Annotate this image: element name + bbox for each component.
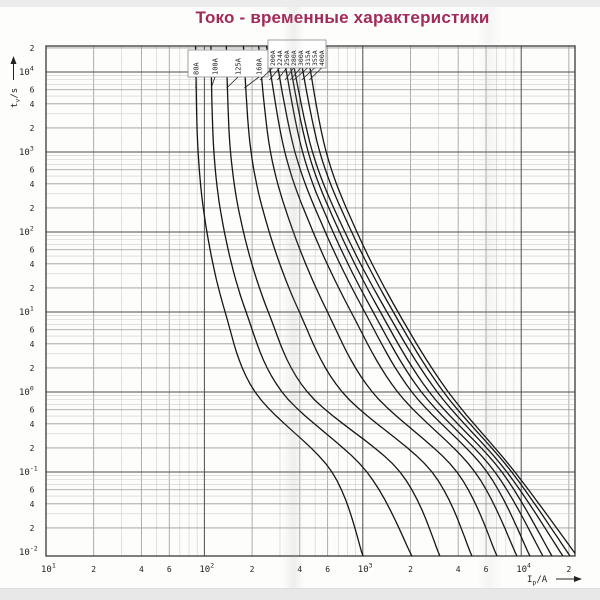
svg-text:4: 4 (139, 565, 144, 574)
svg-text:250A: 250A (283, 50, 291, 66)
svg-text:104: 104 (19, 65, 34, 79)
svg-text:2: 2 (30, 204, 35, 213)
svg-text:102: 102 (199, 562, 214, 576)
svg-text:6: 6 (30, 246, 35, 255)
svg-text:100A: 100A (212, 57, 220, 75)
svg-text:2: 2 (250, 565, 255, 574)
svg-text:4: 4 (30, 420, 35, 429)
page-top-strip (0, 0, 600, 7)
svg-text:103: 103 (19, 145, 34, 159)
svg-text:101: 101 (19, 305, 34, 319)
svg-text:4: 4 (297, 565, 302, 574)
svg-text:104: 104 (516, 562, 531, 576)
svg-text:6: 6 (30, 486, 35, 495)
svg-text:300A: 300A (297, 50, 305, 66)
svg-text:2: 2 (30, 524, 35, 533)
svg-text:6: 6 (30, 86, 35, 95)
svg-text:224A: 224A (276, 50, 284, 66)
svg-text:355A: 355A (311, 50, 319, 66)
svg-text:10-1: 10-1 (19, 465, 38, 479)
svg-text:10-2: 10-2 (19, 545, 38, 559)
svg-text:125A: 125A (235, 57, 243, 75)
svg-text:315A: 315A (304, 50, 312, 66)
svg-text:101: 101 (41, 562, 56, 576)
svg-text:160A: 160A (256, 57, 264, 75)
svg-text:6: 6 (484, 565, 489, 574)
svg-text:2: 2 (30, 284, 35, 293)
svg-text:80A: 80A (193, 62, 201, 75)
svg-text:4: 4 (30, 340, 35, 349)
svg-text:2: 2 (30, 124, 35, 133)
svg-text:4: 4 (30, 100, 35, 109)
svg-text:2: 2 (566, 565, 571, 574)
svg-text:6: 6 (325, 565, 330, 574)
svg-text:4: 4 (30, 500, 35, 509)
svg-text:4: 4 (30, 180, 35, 189)
svg-text:280A: 280A (290, 50, 298, 66)
page-title: Токо - временные характеристики (195, 8, 490, 27)
svg-text:102: 102 (19, 225, 34, 239)
page-bottom-strip (0, 588, 600, 600)
svg-text:tv/s: tv/s (10, 88, 22, 108)
svg-text:4: 4 (30, 260, 35, 269)
svg-text:6: 6 (30, 166, 35, 175)
svg-text:2: 2 (408, 565, 413, 574)
svg-text:6: 6 (30, 326, 35, 335)
svg-text:200A: 200A (269, 50, 277, 66)
svg-text:2: 2 (30, 44, 35, 53)
svg-text:400A: 400A (318, 50, 326, 66)
svg-text:103: 103 (358, 562, 373, 576)
svg-text:4: 4 (456, 565, 461, 574)
svg-text:6: 6 (167, 565, 172, 574)
svg-text:2: 2 (30, 444, 35, 453)
svg-text:6: 6 (30, 406, 35, 415)
svg-text:2: 2 (30, 364, 35, 373)
svg-text:2: 2 (91, 565, 96, 574)
svg-text:Ip/A: Ip/A (527, 575, 548, 587)
svg-text:100: 100 (19, 385, 34, 399)
